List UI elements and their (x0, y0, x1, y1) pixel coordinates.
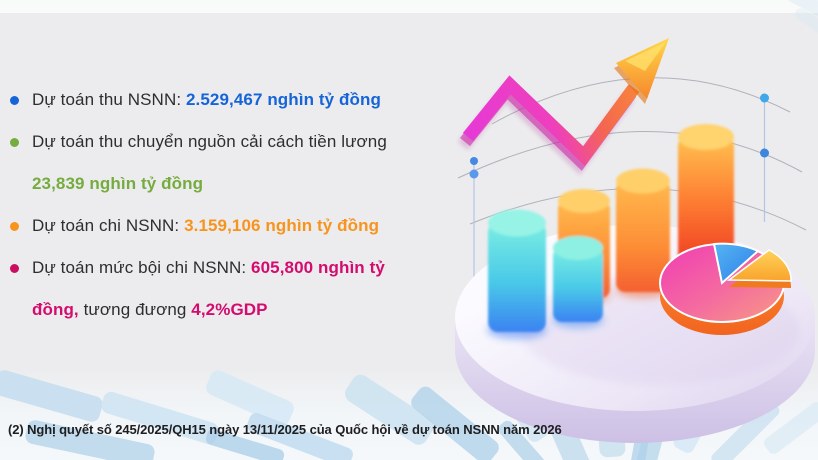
top-band (0, 0, 818, 13)
bar-teal-1 (488, 209, 546, 332)
label-text: Dự toán mức bội chi NSNN: (32, 258, 252, 277)
bar-orange-2 (616, 168, 670, 292)
bullet-dot-blue (10, 96, 19, 105)
footnote-citation: (2) Nghị quyết số 245/2025/QH15 ngày 13/… (8, 422, 562, 437)
bullet-text: Dự toán thu chuyển nguồn cải cách tiền l… (32, 121, 460, 163)
bullet-dot-green (10, 138, 19, 147)
value-text: 23,839 nghìn tỷ đồng (32, 174, 204, 193)
bullet-deficit: Dự toán mức bội chi NSNN: 605,800 nghìn … (10, 247, 460, 331)
bullet-expenditure: Dự toán chi NSNN: 3.159,106 nghìn tỷ đồn… (10, 205, 460, 247)
pie-chart-icon (659, 242, 792, 335)
bullet-dot-orange (10, 222, 19, 231)
label-text: Dự toán chi NSNN: (32, 216, 185, 235)
value-text: 605,800 nghìn tỷ (251, 258, 385, 277)
timeline-dots-right (760, 93, 769, 222)
bullet-text: Dự toán thu NSNN: 2.529,467 nghìn tỷ đồn… (32, 79, 460, 121)
bullet-revenue: Dự toán thu NSNN: 2.529,467 nghìn tỷ đồn… (10, 79, 460, 121)
value-text: 3.159,106 nghìn tỷ đồng (184, 216, 380, 235)
bullet-salary-reform: Dự toán thu chuyển nguồn cải cách tiền l… (10, 121, 460, 205)
label-text: Dự toán thu NSNN: (32, 90, 186, 109)
value-text: đồng, (32, 300, 79, 319)
pie-slice-yellow (726, 249, 792, 288)
bullet-text: 23,839 nghìn tỷ đồng (32, 163, 460, 205)
bullet-dot-pink (10, 264, 19, 273)
budget-figures-list: Dự toán thu NSNN: 2.529,467 nghìn tỷ đồn… (10, 79, 460, 331)
value-text: 4,2%GDP (191, 300, 268, 319)
growth-arrow-icon (457, 38, 669, 175)
bullet-text: Dự toán chi NSNN: 3.159,106 nghìn tỷ đồn… (32, 205, 460, 247)
bar-teal-2 (553, 236, 603, 322)
timeline-dots-left (469, 157, 479, 280)
bullet-text: đồng, tương đương 4,2%GDP (32, 289, 460, 331)
label-text: Dự toán thu chuyển nguồn cải cách tiền l… (32, 132, 387, 151)
value-text: 2.529,467 nghìn tỷ đồng (185, 90, 381, 109)
label-text: tương đương (78, 300, 192, 319)
corner-wisp (772, 0, 818, 54)
pie-slice-blue (712, 242, 760, 285)
bullet-text: Dự toán mức bội chi NSNN: 605,800 nghìn … (32, 247, 460, 289)
